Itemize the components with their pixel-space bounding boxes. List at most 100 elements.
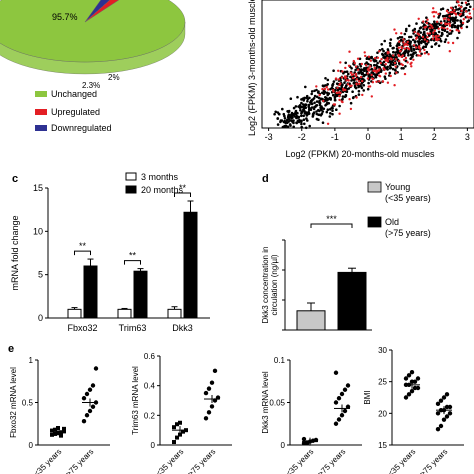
scatter-point-black [274,110,278,114]
y-tick-label: 0.1 [274,356,286,365]
scatter-point-black [388,64,392,68]
scatter-point-red [461,21,465,25]
scatter-point-black [382,60,386,64]
scatter-point-red [338,98,341,102]
scatter-point-black [424,34,427,38]
scatter-point-red [417,33,421,36]
y-axis-label: Dkk3 concentration in [261,247,270,324]
scatter-point-black [412,48,416,52]
scatter-point-red [456,0,459,3]
scatter-point-black [306,119,309,122]
data-point-old [336,417,342,422]
y-tick-label: 15 [378,441,387,450]
scatter-point-red [446,22,449,26]
scatter-point-black [316,91,320,94]
scatter-point-red [369,65,372,68]
scatter-point-black [344,61,348,65]
scatter-point-black [319,114,323,117]
scatter-point-black [404,65,407,68]
scatter-point-black [292,106,296,110]
scatter-point-red [351,76,355,80]
scatter-point-red [354,65,358,68]
scatter-point-red [354,72,358,76]
data-point-old [345,383,351,388]
scatter-point-red [360,62,363,66]
scatter-point-black [386,48,390,51]
scatter-point-red [451,41,455,45]
scatter-point-red [402,41,405,44]
bar-fbxo32-1 [83,265,98,319]
scatter-point-red [361,93,364,97]
scatter-point-black [297,120,301,124]
scatter-point-black [389,44,392,47]
scatter-point-red [347,64,351,68]
scatter-point-black [417,40,421,44]
scatter-point-black [407,24,411,28]
y-tick-label: 15 [33,183,43,193]
scatter-point-black [404,59,408,63]
scatter-point-red [367,69,371,72]
scatter-point-black [318,109,321,113]
data-point-young [403,395,409,400]
y-tick-label: 20 [378,409,387,418]
scatter-point-black [359,65,363,68]
scatter-point-red [417,54,420,57]
data-point-old [203,390,209,396]
scatter-point-black [321,91,324,95]
y-axis-label: Trim63 mRNA level [131,366,140,435]
scatter-point-black [367,62,370,66]
scatter-point-red [410,65,413,68]
significance-label: ** [79,241,87,251]
scatter-point-black [302,118,306,121]
scatter-point-black [325,110,329,114]
scatter-point-black [281,125,285,129]
scatter-point-black [300,122,303,126]
data-point-young [178,420,182,425]
scatter-point-black [407,53,410,57]
scatter-point-red [348,98,351,101]
scatter-point-black [403,50,407,53]
scatter-point-black [413,40,417,43]
scatter-point-red [332,103,335,106]
scatter-point-black [358,84,361,88]
scatter-point-black [446,30,449,34]
scatter-point-red [431,26,434,29]
scatter-point-black [296,95,299,99]
scatter-point-red [341,100,344,104]
scatter-point-black [315,110,318,113]
scatter-point-red [401,54,404,57]
scatter-point-black [300,114,303,118]
scatter-point-black [313,94,317,98]
scatter-point-black [375,64,378,67]
scatter-point-red [460,26,463,30]
data-point-young [403,376,409,381]
scatter-point-black [384,77,387,80]
scatter-point-red [445,9,449,13]
scatter-point-black [321,84,325,87]
legend-label-old: Old [385,217,399,227]
legend-swatch [125,172,137,181]
x-tick-label-fbxo32: Fbxo32 [67,323,97,333]
y-axis-label: Log2 (FPKM) 3-months-old muscles [247,0,257,136]
scatter-point-red [426,32,429,35]
scatter-point-red [415,46,418,49]
dot-plot-trim63: 0 0.2 0.4 0.6 Trim63 mRNA level <35 years >75 … [131,352,232,474]
scatter-point-red [337,78,341,81]
scatter-point-red [432,34,435,38]
scatter-point-black [364,67,368,71]
bar-chart-mrna: 0 5 10 15 mRNA fold change Fbxo32 ** Trim63 ** Dk… [10,172,210,333]
y-tick-label: 30 [378,346,387,355]
scatter-point-black [414,34,418,37]
scatter-point-red [437,34,440,38]
scatter-point-black [307,108,311,111]
scatter-point-black [312,107,316,111]
scatter-point-black [419,26,423,29]
scatter-point-black [279,119,283,122]
scatter-point-red [349,71,353,74]
data-point-young [172,440,176,445]
scatter-point-black [276,117,280,120]
data-point-old [345,404,351,409]
scatter-point-black [469,5,472,9]
scatter-point-black [465,3,469,6]
